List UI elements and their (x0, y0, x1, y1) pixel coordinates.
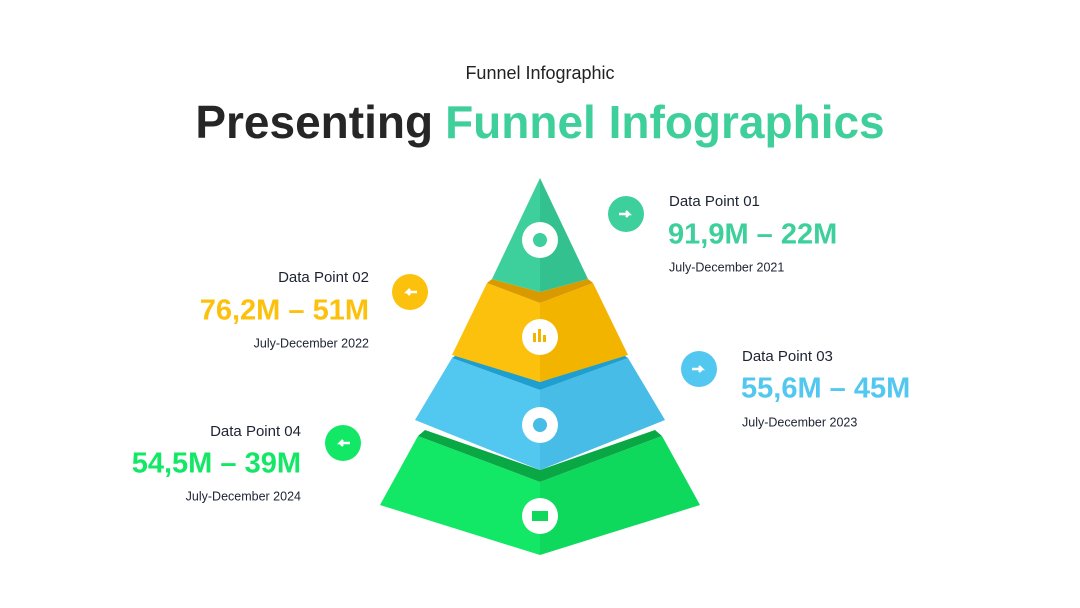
subtitle: Funnel Infographic (465, 63, 614, 83)
title-main: Presenting (195, 96, 433, 148)
item-period: July-December 2024 (186, 489, 301, 503)
icon-bars-glyph (533, 333, 536, 342)
marker-arrow (336, 439, 350, 447)
title-accent: Funnel Infographics (445, 96, 885, 148)
icon-table-glyph (532, 511, 548, 521)
tier-4-right (540, 436, 700, 555)
item-period: July-December 2023 (742, 415, 857, 429)
tier-3-lip (452, 354, 628, 390)
icon-bars-glyph (538, 329, 541, 342)
item-label: Data Point 03 (742, 348, 833, 365)
icon-pie-glyph (533, 233, 547, 247)
item-label: Data Point 02 (278, 269, 369, 286)
marker-arrow (619, 210, 633, 218)
item-period: July-December 2022 (254, 336, 369, 350)
tier-3-left (415, 358, 540, 470)
item-label: Data Point 04 (210, 423, 301, 440)
item-range: 76,2M – 51M (200, 295, 369, 327)
marker-arrow (403, 288, 417, 296)
marker-arrow (692, 365, 706, 373)
item-range: 55,6M – 45M (741, 373, 910, 405)
tier-2-lip (487, 279, 593, 303)
tier-1-left (492, 178, 540, 292)
item-range: 91,9M – 22M (668, 219, 837, 251)
icon-bars-glyph (543, 335, 546, 342)
tier-4-left (380, 436, 540, 555)
item-period: July-December 2021 (669, 260, 784, 274)
tier-3-right (540, 358, 665, 470)
tier-4-lip (418, 430, 662, 482)
item-label: Data Point 01 (669, 193, 760, 210)
title: Presenting Funnel Infographics (195, 96, 884, 148)
pyramid (380, 178, 700, 555)
tier-1-right (540, 178, 588, 292)
icon-venn-glyph (533, 418, 547, 432)
tier-2-left (452, 283, 540, 382)
tier-2-right (540, 283, 628, 382)
item-range: 54,5M – 39M (132, 448, 301, 480)
